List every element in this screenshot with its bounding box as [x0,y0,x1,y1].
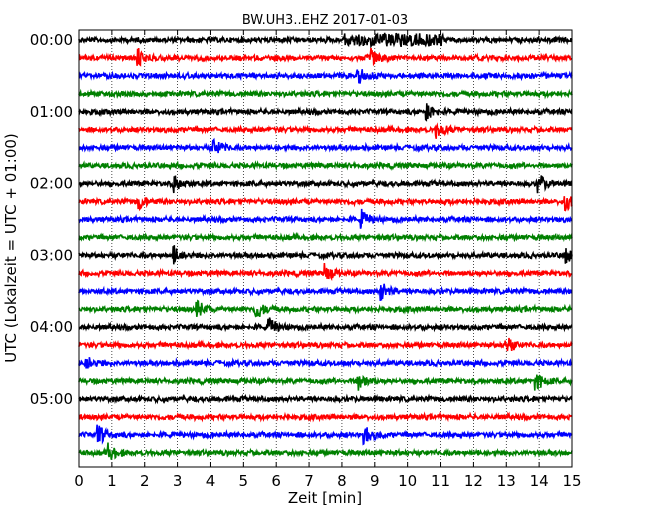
plot-frame [78,29,573,468]
y-axis-label: UTC (Lokalzeit = UTC + 01:00) [2,133,20,363]
x-tick-label: 13 [497,472,516,490]
x-tick-label: 15 [562,472,581,490]
seismic-trace [78,88,573,100]
seismic-trace [78,337,573,352]
x-tick-label: 2 [140,472,150,490]
x-axis-label: Zeit [min] [288,489,362,507]
seismic-trace [78,299,573,318]
seismic-trace [78,47,573,67]
seismic-trace [78,160,573,171]
seismic-trace [78,245,573,265]
y-tick-label: 03:00 [30,246,73,264]
y-tick-label: 01:00 [30,103,73,121]
x-tick-label: 10 [398,472,417,490]
x-tick-label: 8 [337,472,347,490]
seismic-trace [78,32,573,49]
seismic-trace [78,103,573,122]
seismic-trace [78,357,573,369]
x-tick-label: 6 [271,472,281,490]
y-tick-label: 00:00 [30,31,73,49]
seismic-trace [78,208,573,229]
seismic-trace [78,137,573,154]
seismic-trace [78,263,573,282]
x-tick-label: 4 [206,472,216,490]
x-tick-label: 9 [370,472,380,490]
x-tick-label: 1 [107,472,117,490]
x-tick-label: 7 [304,472,314,490]
x-tick-label: 3 [173,472,183,490]
seismic-trace [78,374,573,391]
seismic-trace [78,393,573,405]
seismic-trace [78,231,573,243]
seismic-trace [78,283,573,301]
traces [78,32,573,460]
y-tick-label: 04:00 [30,318,73,336]
seismic-trace [78,442,573,460]
seismic-trace [78,69,573,84]
y-tick-label: 05:00 [30,390,73,408]
seismic-trace [78,424,573,446]
seismic-trace [78,122,573,139]
seismic-trace [78,175,573,194]
seismic-trace [78,410,573,423]
seismic-trace [78,317,573,333]
axis-ticks: 0 1 2 3 4 5 6 7 8 9 10 11 12 13 14 1500:0001:0002:0003:… [30,30,582,490]
x-tick-label: 11 [431,472,450,490]
x-tick-label: 12 [464,472,483,490]
seismic-trace [78,196,573,212]
y-tick-label: 02:00 [30,175,73,193]
chart-title: BW.UH3..EHZ 2017-01-03 [242,13,408,28]
x-tick-label: 14 [530,472,549,490]
x-tick-label: 5 [239,472,249,490]
grid [111,30,540,467]
x-tick-label: 0 [74,472,84,490]
